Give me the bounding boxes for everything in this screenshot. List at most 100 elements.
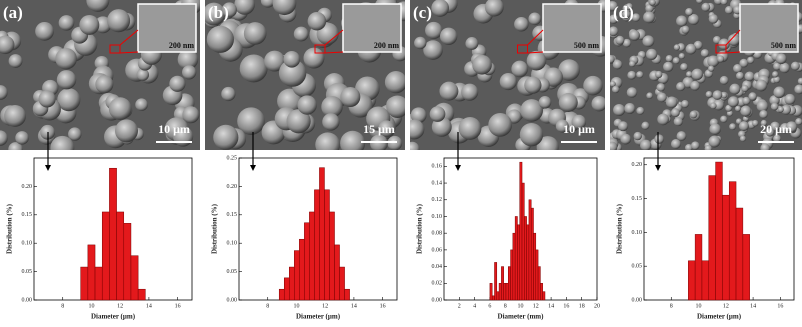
particle (528, 12, 542, 26)
bar (508, 266, 511, 301)
particle (691, 68, 703, 81)
particle (321, 95, 343, 118)
x-tick-label: 14 (146, 303, 152, 309)
x-tick-label: 10 (88, 303, 94, 309)
bar (344, 288, 350, 301)
bar (694, 234, 703, 301)
particle (712, 90, 723, 100)
y-tick-label: 0.05 (632, 264, 643, 270)
zoom-line (324, 29, 344, 46)
x-tick-label: 12 (723, 303, 729, 309)
particle (136, 68, 150, 81)
bar (80, 266, 89, 301)
y-tick-label: 0.25 (227, 155, 238, 161)
particle (678, 52, 685, 60)
particle (627, 70, 637, 80)
particle (728, 34, 740, 46)
particle (670, 108, 680, 118)
zoom-line (527, 51, 544, 54)
sem-image (0, 0, 200, 150)
particle (472, 55, 492, 75)
particle (759, 110, 768, 119)
bar (512, 232, 516, 301)
bar (533, 232, 537, 301)
particle (685, 8, 694, 16)
bar (510, 249, 514, 301)
particle (681, 25, 690, 34)
particle (615, 35, 625, 45)
particle (234, 0, 255, 15)
particle (38, 90, 56, 108)
x-tick-label: 8 (670, 303, 673, 309)
bar (123, 223, 132, 301)
particle (744, 71, 755, 82)
particle (303, 47, 325, 69)
particle (107, 9, 131, 33)
particle (439, 27, 458, 45)
particle (86, 0, 110, 12)
y-tick-label: 0.10 (22, 241, 33, 247)
particle (626, 87, 638, 98)
particle (656, 83, 666, 92)
x-tick-label: 12 (322, 303, 328, 309)
inset (739, 3, 799, 53)
particle (625, 3, 633, 11)
particle (685, 143, 693, 150)
particle (710, 102, 717, 110)
particle (775, 53, 787, 65)
particle (429, 106, 446, 122)
particle (378, 120, 395, 138)
particle (631, 13, 641, 22)
bar (329, 211, 335, 301)
inset-scale: 200 nm (169, 41, 194, 50)
x-tick-label: 10 (696, 303, 702, 309)
particle (721, 92, 728, 99)
particle (135, 98, 148, 112)
particle (56, 70, 77, 90)
y-tick-label: 0.12 (432, 197, 443, 203)
particle (772, 71, 779, 78)
particle (640, 139, 652, 150)
particle (657, 92, 667, 103)
particle (370, 134, 388, 150)
particle (734, 105, 741, 112)
bar (283, 277, 290, 301)
panel-label: (d) (613, 3, 634, 22)
x-axis-label: Diameter (μm) (91, 313, 136, 321)
zoom-line (324, 51, 344, 54)
particle (724, 6, 734, 15)
particle (610, 141, 618, 150)
particle (705, 90, 713, 98)
bar (319, 167, 325, 301)
particle (760, 119, 768, 127)
bar (314, 189, 320, 301)
particle (629, 29, 640, 41)
y-axis-label: Distribution (%) (416, 203, 424, 254)
particle (672, 57, 680, 65)
particle (688, 13, 700, 25)
particle (340, 130, 366, 150)
particle (610, 14, 619, 24)
x-tick-label: 12 (533, 303, 539, 309)
particle (690, 80, 700, 91)
particle (260, 0, 275, 8)
particle (720, 0, 728, 6)
particle (642, 35, 655, 48)
x-tick-label: 4 (473, 303, 476, 309)
x-tick-label: 12 (117, 303, 123, 309)
particle (50, 135, 75, 150)
panel-label: (c) (413, 3, 432, 22)
bar (540, 283, 543, 301)
particle (709, 123, 721, 135)
x-axis-label: Diameter (μm) (296, 313, 341, 321)
particle (770, 121, 780, 132)
particle (293, 26, 309, 42)
y-tick-label: 0.10 (227, 241, 238, 247)
particle (624, 102, 636, 114)
x-tick-label: 2 (458, 303, 461, 309)
particle (526, 50, 547, 71)
bar (535, 249, 539, 301)
particle (676, 82, 686, 92)
bar (278, 288, 285, 301)
particle (781, 104, 792, 115)
